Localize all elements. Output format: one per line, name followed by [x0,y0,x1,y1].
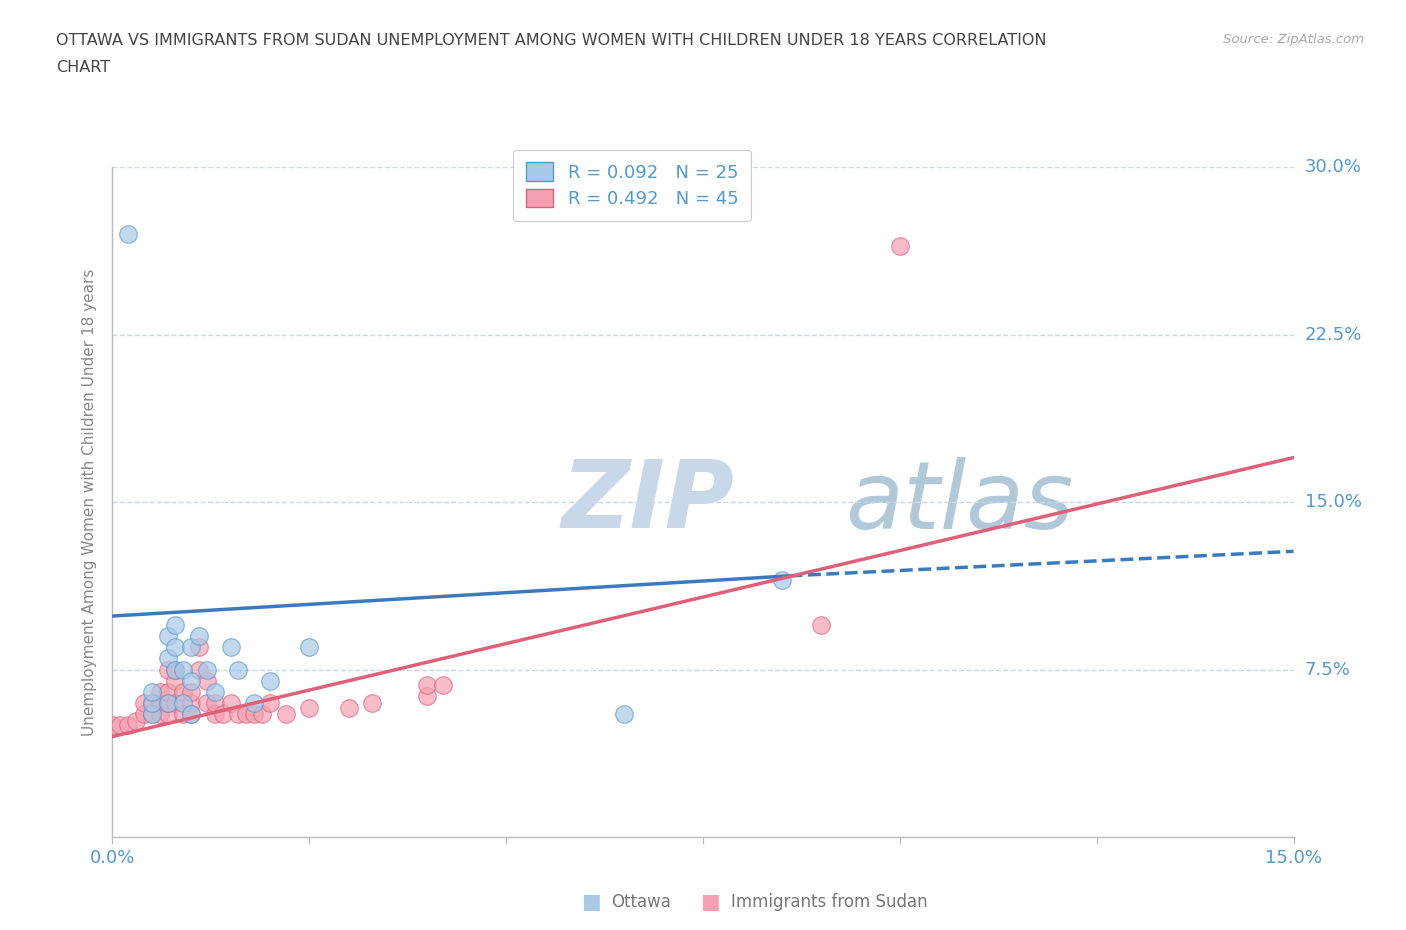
Point [219,640,242,655]
Point [204,684,226,699]
Point [195,696,218,711]
Point [149,684,172,699]
Point [101,718,124,733]
Legend: R = 0.092   N = 25, R = 0.492   N = 45: R = 0.092 N = 25, R = 0.492 N = 45 [513,150,751,220]
Point [165,618,187,632]
Point [810,618,832,632]
Point [361,696,384,711]
Point [172,684,194,699]
Point [298,640,321,655]
Text: ■: ■ [581,892,600,912]
Point [156,707,179,722]
Point [195,673,218,688]
Y-axis label: Unemployment Among Women with Children Under 18 years: Unemployment Among Women with Children U… [82,269,97,736]
Point [416,689,439,704]
Point [165,696,187,711]
Point [188,662,211,677]
Point [156,651,179,666]
Point [259,673,281,688]
Point [172,696,194,711]
Point [243,707,266,722]
Point [149,696,172,711]
Point [180,707,202,722]
Point [156,696,179,711]
Point [180,707,202,722]
Point [211,707,233,722]
Text: OTTAWA VS IMMIGRANTS FROM SUDAN UNEMPLOYMENT AMONG WOMEN WITH CHILDREN UNDER 18 : OTTAWA VS IMMIGRANTS FROM SUDAN UNEMPLOY… [56,33,1046,47]
Text: ■: ■ [700,892,720,912]
Point [274,707,297,722]
Point [195,662,218,677]
Point [243,696,266,711]
Point [141,707,163,722]
Point [141,684,163,699]
Point [188,640,211,655]
Text: 22.5%: 22.5% [1305,326,1362,344]
Point [165,640,187,655]
Text: Source: ZipAtlas.com: Source: ZipAtlas.com [1223,33,1364,46]
Point [141,696,163,711]
Point [172,707,194,722]
Point [259,696,281,711]
Point [156,684,179,699]
Point [180,673,202,688]
Point [156,696,179,711]
Point [165,662,187,677]
Point [125,713,148,728]
Point [228,707,250,722]
Point [110,718,132,733]
Point [141,707,163,722]
Point [889,238,911,253]
Point [337,700,360,715]
Point [132,707,155,722]
Point [298,700,321,715]
Point [141,696,163,711]
Point [180,684,202,699]
Point [204,707,226,722]
Text: ZIP: ZIP [561,457,734,548]
Text: CHART: CHART [56,60,110,75]
Point [117,718,139,733]
Point [165,662,187,677]
Point [172,662,194,677]
Point [149,707,172,722]
Text: 15.0%: 15.0% [1305,493,1361,512]
Point [156,662,179,677]
Point [432,678,454,693]
Point [204,696,226,711]
Point [180,696,202,711]
Point [219,696,242,711]
Point [117,227,139,242]
Point [132,696,155,711]
Point [156,629,179,644]
Text: 30.0%: 30.0% [1305,158,1361,177]
Point [416,678,439,693]
Text: Immigrants from Sudan: Immigrants from Sudan [731,893,928,911]
Text: Ottawa: Ottawa [612,893,672,911]
Point [235,707,257,722]
Point [180,640,202,655]
Text: atlas: atlas [845,457,1073,548]
Point [228,662,250,677]
Point [613,707,636,722]
Point [188,629,211,644]
Text: 7.5%: 7.5% [1305,660,1351,679]
Point [770,573,793,588]
Point [165,673,187,688]
Point [250,707,273,722]
